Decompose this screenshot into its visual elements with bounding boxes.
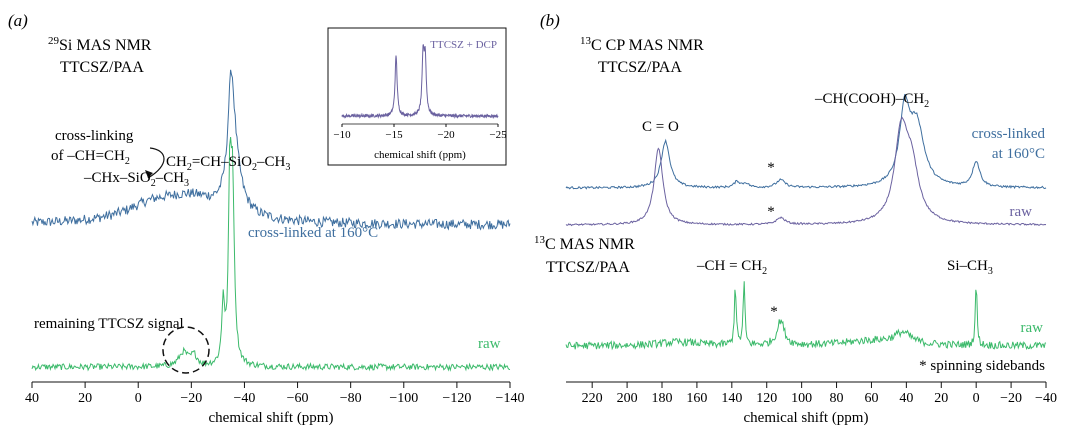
series-line-crosslinked-c <box>565 93 1047 190</box>
sideband-star-2: * <box>767 204 775 220</box>
series-line-raw-c <box>565 281 1047 351</box>
panel-b-tick-label: 160 <box>686 391 707 406</box>
panel-b-tick-label: 140 <box>721 391 742 406</box>
annotation-carbonyl: C = O <box>642 119 679 135</box>
panel-a-tick-label: −80 <box>340 391 362 406</box>
panel-a-tick-label: −120 <box>442 391 471 406</box>
panel-b-series-label-crosslinked-line1: cross-linked <box>972 126 1046 142</box>
panel-b-series <box>565 93 1047 351</box>
panel-b-tick-label: 180 <box>652 391 673 406</box>
inset: −10 −15 −20 −25 TTCSZ + DCP chemical shift … <box>327 27 507 166</box>
annotation-dashed-circle <box>162 326 210 374</box>
panel-a-tick-label: −140 <box>496 391 525 406</box>
annotation-arrowhead <box>145 170 153 178</box>
annotation-product: –CHx–SiO2–CH3 <box>83 170 189 189</box>
panel-b-tick-label: 200 <box>617 391 638 406</box>
panel-a-tick-label: 20 <box>78 391 92 406</box>
panel-b-title-line2: TTCSZ/PAA <box>598 59 682 76</box>
panel-b-tick-label: 40 <box>899 391 913 406</box>
panel-b-series-label-raw-cp: raw <box>1010 204 1033 220</box>
inset-tick-label: −10 <box>333 129 351 141</box>
annotation-chcooh: –CH(COOH)–CH2 <box>814 91 929 110</box>
annotation-remaining-signal: remaining TTCSZ signal <box>34 316 184 332</box>
annotation-crosslinking-line1: cross-linking <box>55 128 134 144</box>
inset-tick-label: −15 <box>385 129 403 141</box>
panel-b-tick-label: 80 <box>830 391 844 406</box>
panel-a-x-label: chemical shift (ppm) <box>209 410 334 426</box>
panel-b-title-line1: 13C CP MAS NMR <box>580 35 704 54</box>
panel-b-tick-label: 60 <box>864 391 878 406</box>
panel-a-series-label-raw: raw <box>478 336 501 352</box>
panel-b-x-label: chemical shift (ppm) <box>744 410 869 426</box>
panel-a-title-line2: TTCSZ/PAA <box>60 59 144 76</box>
annotation-vinyl: –CH = CH2 <box>696 258 767 277</box>
panel-a-tick-label: −60 <box>287 391 309 406</box>
panel-a-tick-label: −20 <box>180 391 202 406</box>
panel-b-tick-label: 20 <box>934 391 948 406</box>
panel-a-title-line1: 29Si MAS NMR <box>48 35 152 54</box>
panel-b-label: (b) <box>540 11 560 30</box>
series-line-raw-si <box>31 137 511 372</box>
inset-tick-label: −20 <box>437 129 455 141</box>
annotation-vinyl-structure: CH2=CH–SiO2–CH3 <box>166 154 290 173</box>
panel-b: (b) 13C CP MAS NMR TTCSZ/PAA 13C MAS NMR… <box>534 11 1057 426</box>
panel-b-tick-label: 120 <box>756 391 777 406</box>
panel-a-x-ticks: 40 20 0 −20 −40 −60 −80 −100 −120 −140 <box>25 382 524 406</box>
panel-a-label: (a) <box>8 11 28 30</box>
inset-series <box>341 44 499 120</box>
panel-a-tick-label: 40 <box>25 391 39 406</box>
panel-b-tick-label: −40 <box>1035 391 1057 406</box>
panel-a-series-label-crosslinked: cross-linked at 160°C <box>248 225 378 241</box>
inset-tick-label: −25 <box>489 129 507 141</box>
panel-b-tick-label: 220 <box>582 391 603 406</box>
series-line-inset <box>341 44 499 120</box>
annotation-crosslinking-line2: of –CH=CH2 <box>51 148 130 167</box>
panel-a-series <box>31 69 511 372</box>
inset-title: TTCSZ + DCP <box>430 39 497 51</box>
panel-b-x-ticks: 220 200 180 160 140 120 100 80 60 40 20 0 −20 −40 <box>582 382 1057 406</box>
series-line-crosslinked-si <box>31 69 511 231</box>
panel-a: (a) 29Si MAS NMR TTCSZ/PAA 40 20 0 −20 −40 −6… <box>8 11 524 426</box>
panel-b-subtitle-line1: 13C MAS NMR <box>534 234 635 253</box>
panel-a-tick-label: 0 <box>135 391 142 406</box>
panel-b-series-label-crosslinked-line2: at 160°C <box>992 146 1045 162</box>
panel-b-subtitle-line2: TTCSZ/PAA <box>546 259 630 276</box>
annotation-spinning-sidebands: * spinning sidebands <box>919 358 1045 374</box>
panel-a-tick-label: −40 <box>233 391 255 406</box>
panel-b-series-label-raw: raw <box>1021 320 1044 336</box>
sideband-star-3: * <box>770 304 778 320</box>
panel-b-tick-label: 0 <box>973 391 980 406</box>
series-line-raw-cp <box>565 116 1047 227</box>
annotation-arrow <box>147 147 165 179</box>
sideband-star-1: * <box>767 160 775 176</box>
panel-b-tick-label: −20 <box>1000 391 1022 406</box>
inset-x-label: chemical shift (ppm) <box>374 149 466 161</box>
panel-a-tick-label: −100 <box>389 391 418 406</box>
panel-b-tick-label: 100 <box>791 391 812 406</box>
inset-frame <box>327 27 507 166</box>
annotation-sich3: Si–CH3 <box>947 258 993 277</box>
inset-x-ticks: −10 −15 −20 −25 <box>333 124 507 141</box>
